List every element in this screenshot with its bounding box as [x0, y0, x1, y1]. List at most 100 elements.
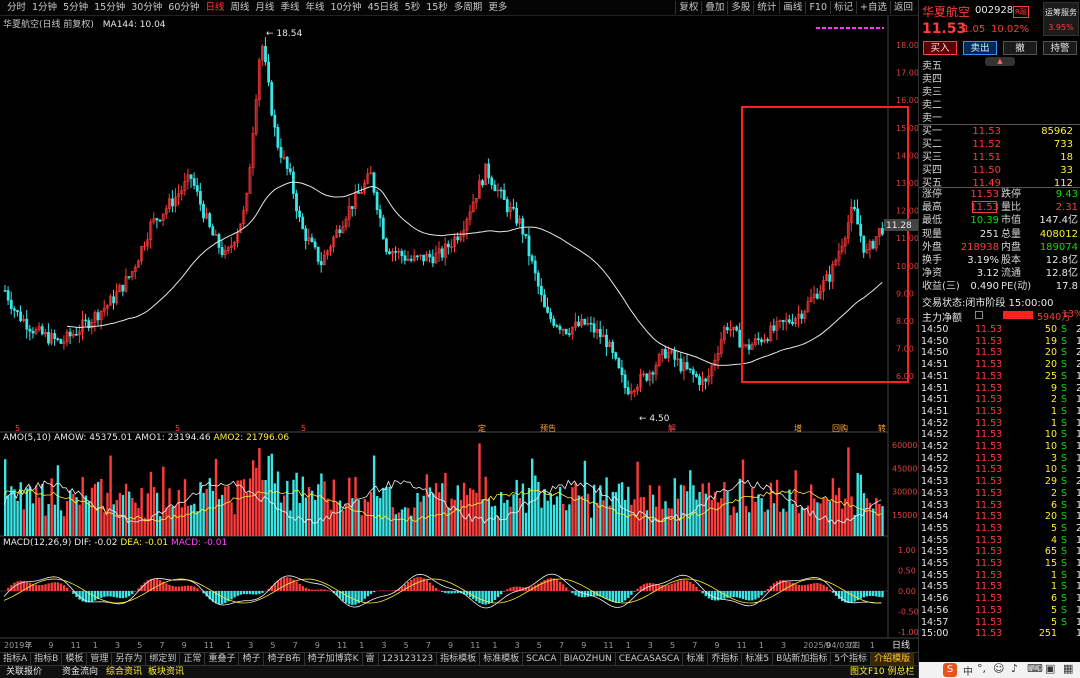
event-marker[interactable]: 5: [175, 424, 180, 433]
ime-punct-icon[interactable]: °,: [977, 662, 986, 675]
indicator-template-tab[interactable]: SCACA: [523, 653, 561, 665]
volume-bar: [134, 502, 137, 536]
event-marker[interactable]: 解: [668, 423, 676, 433]
indicator-template-tab[interactable]: BIAOZHUN: [561, 653, 616, 665]
ime-emoji-icon[interactable]: ☺: [993, 662, 1005, 675]
macd-bar: [456, 591, 459, 594]
chart-tool-button[interactable]: 复权: [675, 1, 701, 14]
date-axis-tick: 1: [870, 641, 875, 650]
indicator-template-tab[interactable]: 管理: [87, 653, 113, 665]
macd-bar: [620, 591, 624, 603]
period-tab[interactable]: 15秒: [426, 2, 448, 13]
period-tab[interactable]: 45日线: [367, 2, 399, 13]
indicator-template-tab[interactable]: 指标B: [31, 653, 63, 665]
indicator-template-tab[interactable]: 标准: [683, 653, 709, 665]
indicator-template-tab[interactable]: 椅子: [239, 653, 265, 665]
indicator-template-tab[interactable]: 雷: [363, 653, 379, 665]
candle-body: [158, 219, 162, 222]
ma144-line: [66, 181, 883, 366]
indicator-template-tab[interactable]: 正常: [180, 653, 206, 665]
indicator-template-tab[interactable]: 标准模板: [480, 653, 524, 665]
period-tab[interactable]: 15分钟: [94, 2, 126, 13]
indicator-template-tab[interactable]: B站新加指标: [773, 653, 832, 665]
status-link-sector[interactable]: 板块资讯: [148, 667, 185, 677]
ime-logo-icon[interactable]: S: [943, 663, 957, 677]
period-tab[interactable]: 多周期: [453, 2, 483, 13]
period-tab[interactable]: 年线: [305, 2, 325, 13]
chart-tool-button[interactable]: F10: [805, 1, 830, 14]
period-tab[interactable]: 10分钟: [330, 2, 362, 13]
indicator-template-tab[interactable]: 模板: [62, 653, 88, 665]
chart-canvas[interactable]: 18.0017.0016.0015.0014.0013.0012.0011.00…: [0, 16, 918, 652]
order-book-divider: [919, 124, 1080, 125]
candle-body: [372, 172, 376, 193]
flow-detail-icon[interactable]: [975, 311, 983, 319]
period-tab[interactable]: 5秒: [404, 2, 421, 13]
indicator-template-tab[interactable]: CEACASASCA: [616, 653, 684, 665]
indicator-template-tab[interactable]: 指标A: [0, 653, 32, 665]
indicator-template-tab[interactable]: 椅子B布: [264, 653, 305, 665]
chart-tool-button[interactable]: 叠加: [701, 1, 727, 14]
macd-bar: [862, 591, 866, 598]
event-marker[interactable]: 回购: [832, 423, 848, 433]
candle-body: [397, 250, 401, 253]
chart-tool-button[interactable]: +自选: [856, 1, 890, 14]
chart-tool-button[interactable]: 标记: [830, 1, 856, 14]
service-box[interactable]: 运筹服务 3.95%: [1043, 2, 1079, 36]
chart-tool-button[interactable]: 统计: [753, 1, 779, 14]
period-tab[interactable]: 季线: [280, 2, 300, 13]
tick-side: S: [1061, 558, 1068, 569]
period-tab[interactable]: 5分钟: [63, 2, 89, 13]
chart-tool-button[interactable]: 返回: [889, 1, 916, 14]
event-marker[interactable]: 转: [878, 423, 886, 433]
indicator-template-tab[interactable]: 绑定到: [146, 653, 181, 665]
ime-keyboard-icon[interactable]: ⌨: [1027, 662, 1043, 675]
volume-bar: [856, 472, 859, 536]
indicator-template-tab[interactable]: 另存为: [112, 653, 147, 665]
volume-bar: [459, 499, 463, 536]
collapse-toggle-icon[interactable]: ▲: [985, 57, 1015, 66]
chart-tool-button[interactable]: 多股: [727, 1, 753, 14]
sell-button[interactable]: 卖出: [963, 41, 997, 55]
ime-menu-icon[interactable]: ▦: [1063, 662, 1074, 675]
period-tab[interactable]: 分时: [7, 2, 27, 13]
status-link-quote[interactable]: 关联报价: [6, 667, 43, 677]
indicator-template-tab[interactable]: 标准5: [742, 653, 774, 665]
period-tab[interactable]: 更多: [488, 2, 508, 13]
volume-bar: [651, 494, 655, 536]
chart-tool-button[interactable]: 画线: [779, 1, 805, 14]
period-tab[interactable]: 周线: [230, 2, 250, 13]
event-marker[interactable]: 定: [478, 423, 486, 433]
stat-label-left: 外盘: [922, 241, 942, 253]
candle-body: [152, 218, 156, 223]
status-link-news[interactable]: 综合资讯: [106, 667, 143, 677]
order-level-price: 11.52: [972, 139, 1001, 150]
alert-button[interactable]: 持警: [1043, 41, 1077, 55]
event-marker[interactable]: 预告: [540, 423, 556, 433]
indicator-template-tab[interactable]: 乔指标: [708, 653, 743, 665]
period-tab[interactable]: 1分钟: [32, 2, 58, 13]
tick-count: 1: [1076, 617, 1080, 628]
period-tab[interactable]: 日线: [205, 2, 225, 13]
event-marker[interactable]: 5: [15, 424, 20, 433]
candle-body: [791, 321, 794, 324]
event-marker[interactable]: 5: [301, 424, 306, 433]
indicator-template-tab[interactable]: 123123123: [379, 653, 438, 665]
ime-voice-icon[interactable]: ♪: [1011, 662, 1019, 675]
indicator-template-tab[interactable]: 5个指标: [831, 653, 872, 665]
event-marker[interactable]: 增: [794, 423, 802, 433]
ime-lang-icon[interactable]: 中: [963, 667, 973, 678]
cancel-order-button[interactable]: 撤: [1003, 41, 1037, 55]
period-tab[interactable]: 30分钟: [131, 2, 163, 13]
indicator-template-tab[interactable]: 重叠子: [205, 653, 240, 665]
status-right-text[interactable]: 图文F10 例总栏 《: [850, 667, 927, 677]
ime-skin-icon[interactable]: ▣: [1045, 662, 1056, 675]
price-axis-tick: 17.00: [896, 69, 918, 78]
status-link-flow[interactable]: 资金流向: [62, 667, 99, 677]
buy-button[interactable]: 买入: [923, 41, 957, 55]
period-tab[interactable]: 60分钟: [168, 2, 200, 13]
indicator-template-tab[interactable]: 椅子加博弈K: [305, 653, 363, 665]
period-tab[interactable]: 月线: [255, 2, 275, 13]
indicator-template-tab[interactable]: 指标模板: [437, 653, 481, 665]
indicator-template-tab[interactable]: 介绍模版: [871, 653, 915, 665]
